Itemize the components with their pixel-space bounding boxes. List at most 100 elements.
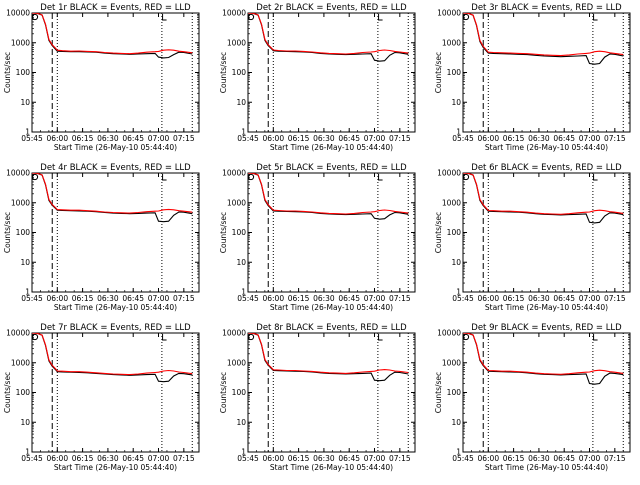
x-tick-label: 06:45 <box>553 134 575 143</box>
x-tick-label: 06:45 <box>122 454 144 463</box>
y-axis-label: Counts/sec <box>3 52 12 93</box>
x-tick-label: 07:00 <box>579 454 601 463</box>
y-tick-label: 100 <box>16 228 31 237</box>
y-tick-label: 10 <box>451 258 461 267</box>
y-axis-label: Counts/sec <box>434 372 443 413</box>
y-tick-label: 1 <box>241 448 246 457</box>
x-tick-label: 06:45 <box>338 134 360 143</box>
lld-series-line <box>463 13 624 57</box>
y-axis-label: Counts/sec <box>3 212 12 253</box>
x-tick-label: 07:00 <box>148 294 170 303</box>
y-tick-label: 10 <box>20 418 30 427</box>
lld-series-line <box>248 13 409 55</box>
x-tick-label: 07:15 <box>389 294 411 303</box>
y-axis-label: Counts/sec <box>219 52 228 93</box>
y-tick-label: 1000 <box>442 198 461 207</box>
lld-series-line <box>463 173 624 215</box>
y-tick-label: 1 <box>456 448 461 457</box>
segment-marker <box>593 174 598 181</box>
lld-series-line <box>32 333 193 376</box>
x-tick-label: 06:15 <box>72 294 94 303</box>
y-axis-label: Counts/sec <box>219 372 228 413</box>
y-tick-label: 1000 <box>11 38 30 47</box>
plot-frame <box>462 172 631 293</box>
x-tick-label: 05:45 <box>237 294 259 303</box>
events-series-line <box>32 173 193 223</box>
y-tick-label: 10 <box>451 98 461 107</box>
start-marker <box>462 173 470 181</box>
y-tick-label: 10 <box>451 418 461 427</box>
x-tick-label: 06:45 <box>338 454 360 463</box>
x-tick-label: 06:45 <box>122 294 144 303</box>
plot-title: Det 3r BLACK = Events, RED = LLD <box>471 3 622 13</box>
y-tick-label: 10000 <box>437 329 461 338</box>
y-tick-label: 100 <box>16 68 31 77</box>
x-tick-label: 07:00 <box>579 134 601 143</box>
y-tick-label: 1000 <box>227 358 246 367</box>
x-tick-label: 07:15 <box>173 294 195 303</box>
x-axis-label: Start Time (26-May-10 05:44:40) <box>54 303 177 312</box>
plot-title: Det 9r BLACK = Events, RED = LLD <box>471 323 622 333</box>
panel-det-2r: Det 2r BLACK = Events, RED = LLD 1 10 100 10… <box>219 3 416 152</box>
events-series-line <box>463 333 624 385</box>
plot-frame <box>247 332 416 453</box>
panel-det-8r: Det 8r BLACK = Events, RED = LLD 1 10 100 10… <box>219 323 416 472</box>
y-tick-label: 1 <box>25 128 30 137</box>
y-axis-label: Counts/sec <box>219 212 228 253</box>
x-tick-label: 06:15 <box>288 134 310 143</box>
y-tick-label: 10000 <box>6 329 30 338</box>
plot-frame <box>31 12 200 133</box>
data-lines <box>32 173 193 223</box>
events-series-line <box>463 173 624 224</box>
y-tick-label: 10000 <box>437 9 461 18</box>
y-tick-label: 1 <box>456 128 461 137</box>
x-tick-label: 07:00 <box>364 294 386 303</box>
y-tick-label: 1 <box>241 288 246 297</box>
plot-frame <box>31 172 200 293</box>
y-tick-label: 10 <box>236 98 246 107</box>
y-tick-label: 10000 <box>6 9 30 18</box>
x-tick-label: 07:00 <box>364 134 386 143</box>
x-tick-label: 06:00 <box>46 134 68 143</box>
x-tick-label: 06:30 <box>97 294 119 303</box>
x-tick-label: 06:00 <box>477 454 499 463</box>
y-tick-label: 10 <box>20 258 30 267</box>
y-tick-label: 1000 <box>11 198 30 207</box>
plot-title: Det 8r BLACK = Events, RED = LLD <box>256 323 407 333</box>
x-tick-label: 06:15 <box>503 294 525 303</box>
y-tick-label: 10000 <box>222 329 246 338</box>
y-axis-label: Counts/sec <box>3 372 12 413</box>
y-tick-label: 1000 <box>227 38 246 47</box>
x-tick-label: 06:30 <box>97 134 119 143</box>
y-tick-label: 100 <box>447 388 462 397</box>
y-tick-label: 100 <box>447 68 462 77</box>
data-lines <box>463 13 624 65</box>
x-tick-label: 06:15 <box>72 454 94 463</box>
y-tick-label: 100 <box>232 228 247 237</box>
x-tick-label: 05:45 <box>452 454 474 463</box>
x-tick-label: 06:45 <box>122 134 144 143</box>
segment-marker <box>162 14 167 21</box>
x-tick-label: 05:45 <box>452 294 474 303</box>
x-axis-label: Start Time (26-May-10 05:44:40) <box>485 303 608 312</box>
x-tick-label: 05:45 <box>237 454 259 463</box>
x-tick-label: 06:00 <box>46 454 68 463</box>
y-tick-label: 100 <box>16 388 31 397</box>
segment-marker <box>378 174 383 181</box>
x-axis-label: Start Time (26-May-10 05:44:40) <box>270 463 393 472</box>
events-series-line <box>32 13 193 59</box>
plot-title: Det 1r BLACK = Events, RED = LLD <box>40 3 191 13</box>
x-tick-label: 06:15 <box>288 294 310 303</box>
x-tick-label: 06:15 <box>72 134 94 143</box>
start-marker <box>247 333 255 341</box>
events-series-line <box>248 173 409 220</box>
x-tick-label: 07:15 <box>173 134 195 143</box>
y-tick-label: 1 <box>241 128 246 137</box>
x-tick-label: 06:00 <box>46 294 68 303</box>
x-axis-label: Start Time (26-May-10 05:44:40) <box>485 143 608 152</box>
start-marker <box>31 13 39 21</box>
x-tick-label: 07:15 <box>604 294 626 303</box>
x-tick-label: 06:45 <box>338 294 360 303</box>
panel-det-3r: Det 3r BLACK = Events, RED = LLD 1 10 100 10… <box>434 3 631 152</box>
